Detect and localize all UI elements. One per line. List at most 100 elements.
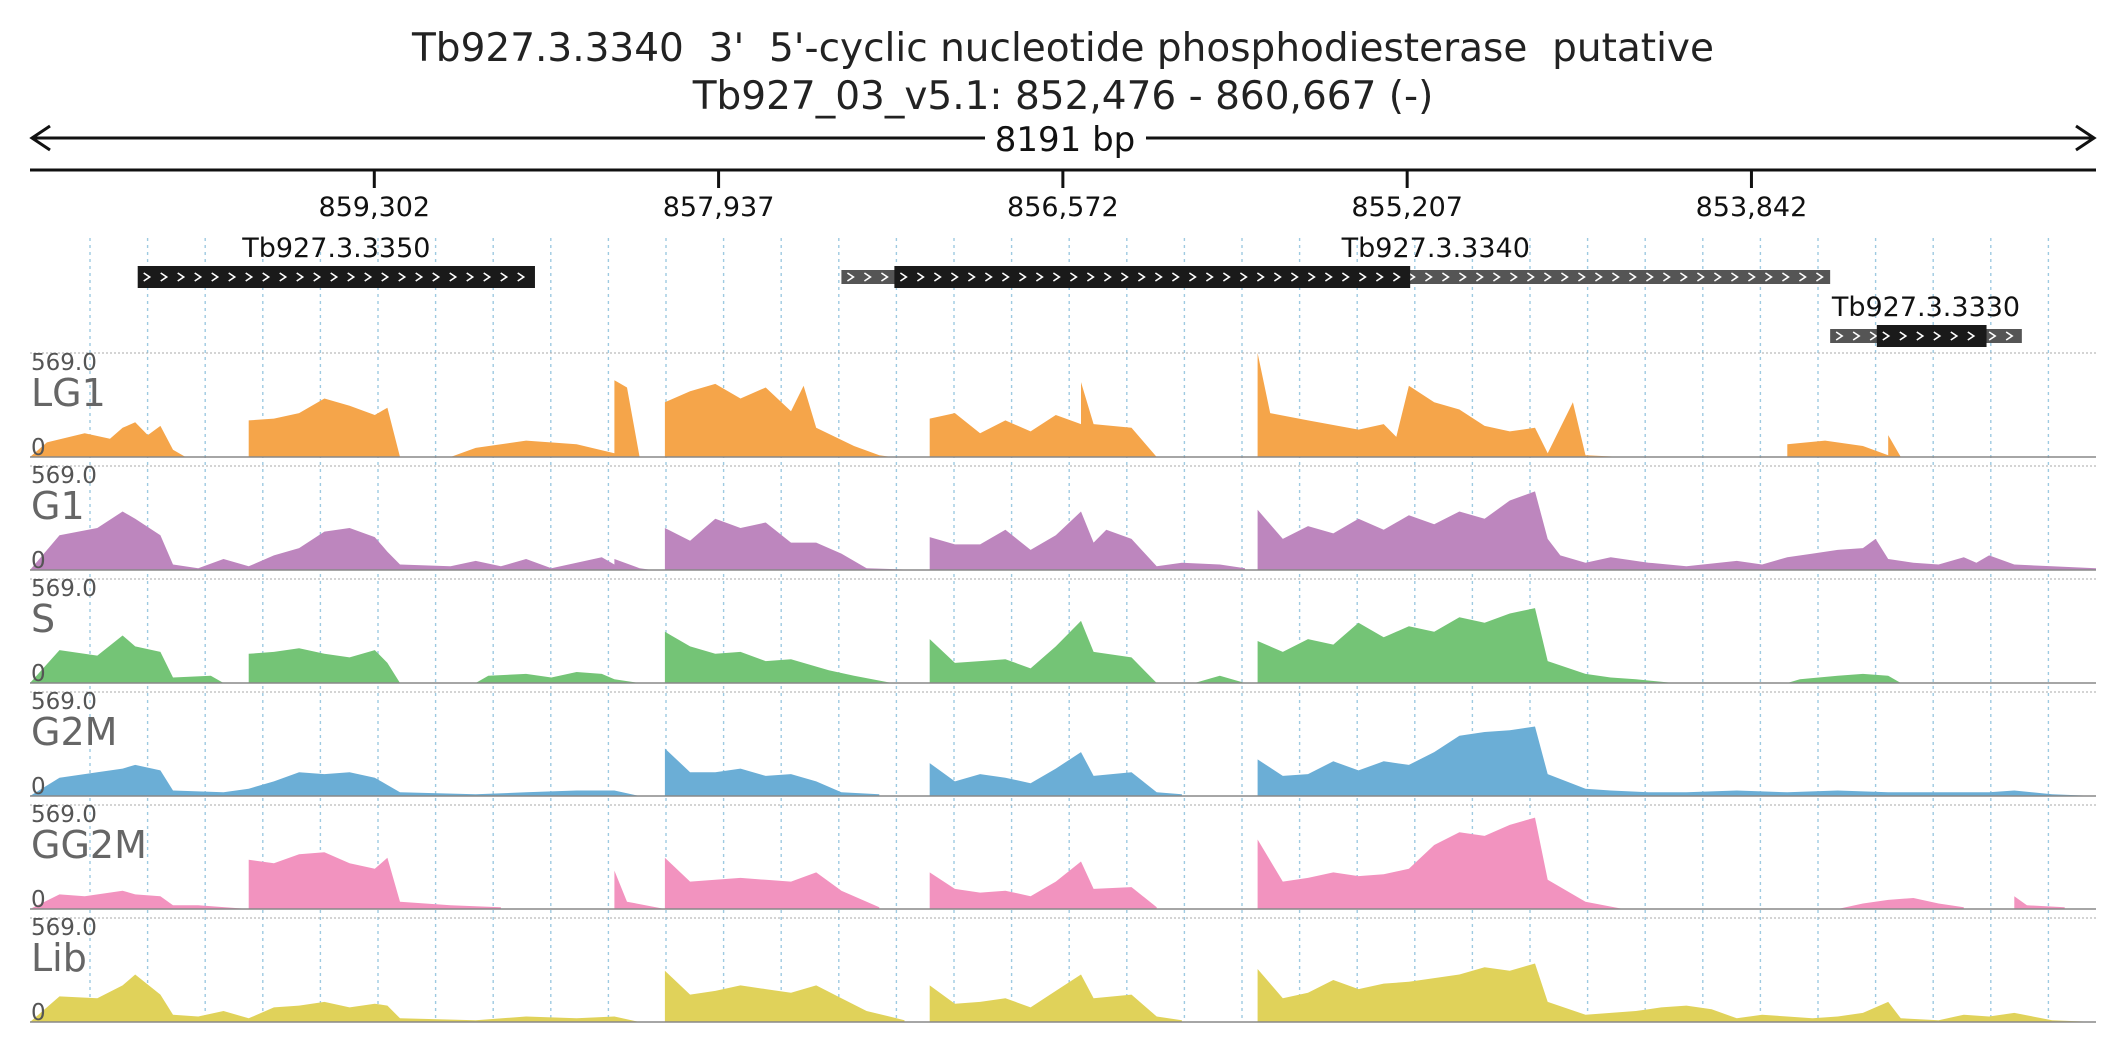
coverage-area: [1257, 817, 1624, 909]
coverage-area: [1257, 491, 2096, 570]
strand-chevron-icon: [1137, 272, 1146, 282]
coverage-area: [929, 620, 1157, 683]
strand-chevron-icon: [381, 272, 390, 282]
y-zero-label: 0: [31, 1000, 46, 1026]
strand-chevron-icon: [950, 272, 959, 282]
span-indicator: 8191 bp: [29, 120, 2097, 160]
strand-chevron-icon: [1392, 272, 1401, 282]
strand-chevron-icon: [1239, 272, 1248, 282]
axis-tick-label: 856,572: [1007, 192, 1119, 223]
strand-chevron-icon: [933, 272, 942, 282]
axis-tick-label: 859,302: [318, 192, 430, 223]
strand-chevron-icon: [863, 272, 872, 282]
coverage-area: [614, 870, 665, 909]
strand-chevron-icon: [1222, 272, 1231, 282]
y-max-label: 569.0: [31, 350, 97, 376]
strand-chevron-icon: [1001, 272, 1010, 282]
gene-track: Tb927.3.3350 Tb927.3.3340 Tb927.3.3330: [137, 233, 2022, 347]
track-lib: 569.0 0 Lib: [30, 915, 2096, 1026]
y-zero-label: 0: [31, 774, 46, 800]
track-lg1: 569.0 0 LG1: [30, 350, 2096, 461]
strand-chevron-icon: [1205, 272, 1214, 282]
strand-chevron-icon: [1798, 272, 1807, 282]
strand-chevron-icon: [1358, 272, 1367, 282]
strand-chevron-icon: [880, 272, 889, 282]
coverage-area: [664, 518, 918, 570]
strand-chevron-icon: [500, 272, 509, 282]
coverage-area: [1257, 726, 2096, 796]
coverage-area: [2014, 896, 2065, 909]
y-max-label: 569.0: [31, 689, 97, 715]
y-zero-label: 0: [31, 435, 46, 461]
chart-subtitle: Tb927_03_v5.1: 852,476 - 860,667 (-): [692, 74, 1434, 119]
strand-chevron-icon: [1662, 272, 1671, 282]
coverage-area: [929, 511, 1245, 570]
coverage-area: [1257, 963, 2096, 1022]
strand-chevron-icon: [1679, 272, 1688, 282]
strand-chevron-icon: [1869, 331, 1878, 341]
strand-chevron-icon: [1713, 272, 1722, 282]
coverage-area: [1837, 898, 1964, 909]
strand-chevron-icon: [1645, 272, 1654, 282]
axis-tick-label: 853,842: [1696, 192, 1808, 223]
coverage-area: [1257, 353, 1624, 457]
strand-chevron-icon: [1324, 272, 1333, 282]
strand-chevron-icon: [1341, 272, 1350, 282]
coordinate-axis: 859,302 857,937 856,572 855,207 853,842: [30, 168, 2096, 223]
axis-tick-label: 857,937: [663, 192, 775, 223]
strand-chevron-icon: [177, 272, 186, 282]
strand-chevron-icon: [398, 272, 407, 282]
track-s: 569.0 0 S: [30, 576, 2096, 687]
strand-chevron-icon: [1899, 331, 1908, 341]
coverage-tracks: 569.00LG1569.00G1569.00S569.00G2M569.00G…: [30, 350, 2096, 1026]
strand-chevron-icon: [1781, 272, 1790, 282]
coverage-area: [1194, 675, 1245, 683]
track-g2m: 569.0 0 G2M: [30, 689, 2096, 800]
track-label: S: [31, 597, 55, 641]
arrow-left-icon: [29, 124, 51, 152]
strand-chevron-icon: [245, 272, 254, 282]
track-gg2m: 569.0 0 GG2M: [30, 802, 2096, 913]
gene-label: Tb927.3.3340: [1341, 233, 1530, 264]
strand-chevron-icon: [1560, 272, 1569, 282]
y-max-label: 569.0: [31, 463, 97, 489]
strand-chevron-icon: [1950, 331, 1959, 341]
coverage-area: [248, 648, 400, 683]
strand-chevron-icon: [211, 272, 220, 282]
strand-chevron-icon: [449, 272, 458, 282]
strand-chevron-icon: [1988, 331, 1997, 341]
strand-chevron-icon: [1852, 331, 1861, 341]
coverage-area: [929, 382, 1157, 457]
track-label: Lib: [31, 936, 87, 980]
strand-chevron-icon: [296, 272, 305, 282]
y-zero-label: 0: [31, 661, 46, 687]
strand-chevron-icon: [1509, 272, 1518, 282]
strand-chevron-icon: [143, 272, 152, 282]
strand-chevron-icon: [1375, 272, 1384, 282]
track-label: LG1: [31, 371, 106, 415]
chart-title: Tb927.3.3340 3' 5'-cyclic nucleotide pho…: [411, 26, 1714, 71]
strand-chevron-icon: [364, 272, 373, 282]
coverage-area: [30, 764, 640, 796]
gene-cds: [1876, 325, 1987, 347]
strand-chevron-icon: [347, 272, 356, 282]
track-label: GG2M: [31, 823, 147, 867]
strand-chevron-icon: [1594, 272, 1603, 282]
track-label: G2M: [31, 710, 117, 754]
strand-chevron-icon: [1171, 272, 1180, 282]
strand-chevron-icon: [1882, 331, 1891, 341]
coverage-area: [1787, 673, 1901, 683]
strand-chevron-icon: [262, 272, 271, 282]
strand-chevron-icon: [1120, 272, 1129, 282]
strand-chevron-icon: [483, 272, 492, 282]
strand-chevron-icon: [1764, 272, 1773, 282]
strand-chevron-icon: [1273, 272, 1282, 282]
coverage-area: [664, 857, 880, 909]
coverage-area: [929, 974, 1182, 1022]
gene-label: Tb927.3.3350: [241, 233, 430, 264]
axis-tick-label: 855,207: [1351, 192, 1463, 223]
y-max-label: 569.0: [31, 576, 97, 602]
coverage-area: [664, 748, 880, 796]
strand-chevron-icon: [330, 272, 339, 282]
